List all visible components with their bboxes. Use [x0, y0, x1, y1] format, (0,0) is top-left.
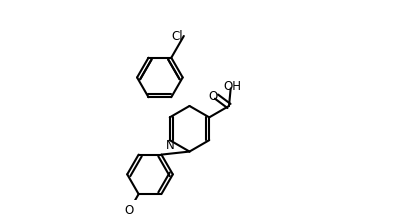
Text: O: O — [208, 90, 217, 103]
Text: Cl: Cl — [171, 30, 183, 43]
Text: O: O — [124, 204, 134, 217]
Text: OH: OH — [224, 80, 242, 93]
Text: N: N — [166, 139, 174, 152]
